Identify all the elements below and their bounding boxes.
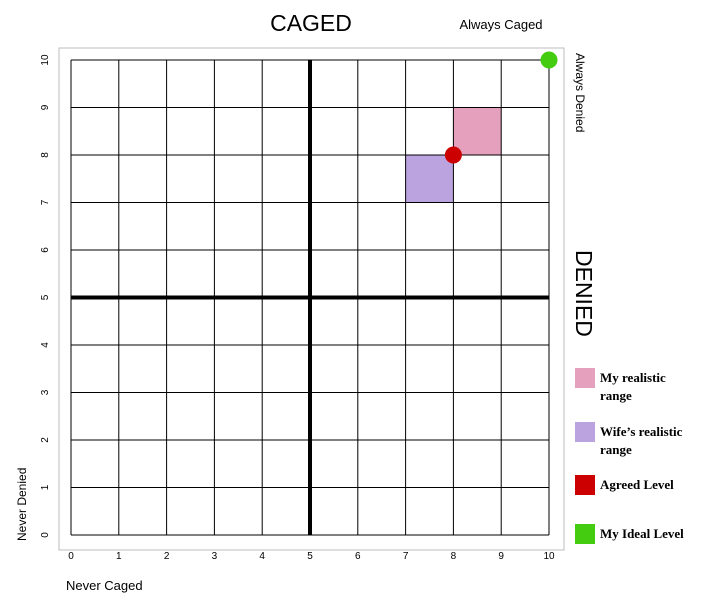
y-tick-label: 3: [40, 389, 51, 395]
plot-frame: [58, 47, 565, 551]
y-tick-label: 4: [40, 342, 51, 348]
label-denied: DENIED: [571, 250, 597, 337]
point-1: [540, 51, 558, 69]
x-tick-label: 4: [259, 551, 265, 562]
x-tick-label: 10: [543, 551, 555, 562]
x-tick-label: 9: [498, 551, 504, 562]
legend-swatch: [575, 475, 595, 495]
x-tick-label: 8: [451, 551, 457, 562]
legend-swatch: [575, 422, 595, 442]
y-tick-label: 7: [40, 199, 51, 205]
point-0: [444, 146, 462, 164]
x-tick-label: 1: [116, 551, 122, 562]
legend-label: range: [600, 442, 632, 457]
y-tick-label: 1: [40, 484, 51, 490]
legend: My realistic range Wife’s realistic range Ag…: [575, 368, 684, 544]
label-always-denied: Always Denied: [573, 53, 587, 132]
region-0: [453, 107, 502, 155]
legend-label: Agreed Level: [600, 477, 674, 492]
legend-label: My realistic: [600, 370, 666, 385]
x-tick-label: 2: [164, 551, 170, 562]
y-tick-label: 10: [40, 54, 51, 66]
x-tick-label: 0: [68, 551, 74, 562]
y-tick-label: 2: [40, 437, 51, 443]
label-never-caged: Never Caged: [66, 578, 143, 593]
legend-label: range: [600, 388, 632, 403]
legend-swatch: [575, 524, 595, 544]
y-tick-label: 9: [40, 104, 51, 110]
y-tick-label: 0: [40, 532, 51, 538]
legend-label: Wife’s realistic: [600, 424, 683, 439]
y-tick-label: 8: [40, 152, 51, 158]
label-never-denied: Never Denied: [15, 468, 29, 541]
legend-label: My Ideal Level: [600, 526, 684, 541]
x-tick-label: 7: [403, 551, 409, 562]
x-tick-label: 6: [355, 551, 361, 562]
legend-swatch: [575, 368, 595, 388]
x-tick-label: 5: [307, 551, 313, 562]
x-tick-label: 3: [212, 551, 218, 562]
chart-title: CAGED: [270, 10, 352, 36]
region-1: [405, 155, 454, 203]
y-tick-label: 6: [40, 247, 51, 253]
label-always-caged: Always Caged: [459, 17, 542, 32]
y-tick-label: 5: [40, 294, 51, 300]
